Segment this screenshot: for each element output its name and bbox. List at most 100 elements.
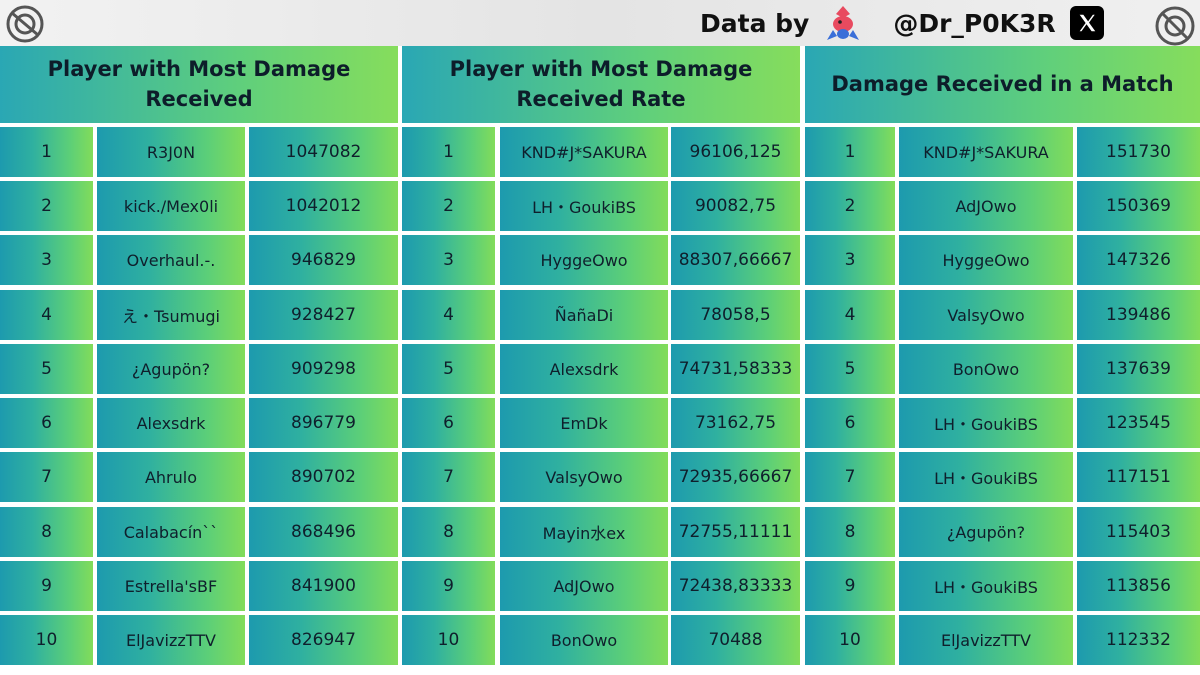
value-cell: 72935,66667 [671,452,800,502]
rank-cell: 8 [0,507,93,557]
value-cell: 72438,83333 [671,561,800,611]
table-damage-in-match: Damage Received in a Match 1 KND#J*SAKURA 1… [805,46,1200,675]
value-cell: 88307,66667 [671,235,800,285]
rank-cell: 2 [805,181,895,231]
rank-cell: 7 [805,452,895,502]
rank-cell: 4 [402,290,495,340]
player-name-cell: ¿Agupön? [97,344,245,394]
player-name-cell: Alexsdrk [97,398,245,448]
value-cell: 112332 [1077,615,1200,665]
rank-cell: 5 [0,344,93,394]
rank-cell: 1 [805,127,895,177]
rank-cell: 1 [402,127,495,177]
player-name-cell: BonOwo [500,615,668,665]
player-name-cell: AdJOwo [500,561,668,611]
player-name-cell: HyggeOwo [500,235,668,285]
disc-logo-icon [6,5,44,43]
player-name-cell: R3J0N [97,127,245,177]
rank-cell: 7 [402,452,495,502]
rank-cell: 4 [805,290,895,340]
rank-cell: 10 [0,615,93,665]
rank-cell: 6 [0,398,93,448]
player-name-cell: kick./Mex0li [97,181,245,231]
value-cell: 113856 [1077,561,1200,611]
rank-cell: 3 [0,235,93,285]
rank-cell: 2 [402,181,495,231]
player-name-cell: ElJavizzTTV [899,615,1073,665]
value-cell: 946829 [249,235,398,285]
rank-cell: 5 [805,344,895,394]
rank-cell: 9 [402,561,495,611]
table-most-damage-received: Player with Most Damage Received 1 R3J0N 10… [0,46,398,675]
player-name-cell: HyggeOwo [899,235,1073,285]
player-name-cell: ValsyOwo [500,452,668,502]
value-cell: 78058,5 [671,290,800,340]
player-name-cell: EmDk [500,398,668,448]
value-cell: 928427 [249,290,398,340]
player-name-cell: Calabacín`` [97,507,245,557]
value-cell: 139486 [1077,290,1200,340]
player-name-cell: ¿Agupön? [899,507,1073,557]
value-cell: 70488 [671,615,800,665]
table-title: Player with Most Damage Received Rate [402,46,800,123]
value-cell: 1042012 [249,181,398,231]
value-cell: 90082,75 [671,181,800,231]
player-name-cell: Estrella'sBF [97,561,245,611]
table-title: Player with Most Damage Received [0,46,398,123]
player-name-cell: KND#J*SAKURA [500,127,668,177]
x-logo-icon [1069,6,1104,40]
player-name-cell: LH・GoukiBS [899,398,1073,448]
player-name-cell: ElJavizzTTV [97,615,245,665]
player-name-cell: ValsyOwo [899,290,1073,340]
table-title: Damage Received in a Match [805,46,1200,123]
rank-cell: 8 [402,507,495,557]
rank-cell: 1 [0,127,93,177]
author-handle: @Dr_P0K3R [893,8,1056,38]
value-cell: 96106,125 [671,127,800,177]
value-cell: 150369 [1077,181,1200,231]
value-cell: 117151 [1077,452,1200,502]
player-name-cell: LH・GoukiBS [899,561,1073,611]
value-cell: 73162,75 [671,398,800,448]
value-cell: 896779 [249,398,398,448]
credit-line: Data by @Dr_P0K3R [700,0,1104,46]
player-name-cell: Mayin水ex [500,507,668,557]
rank-cell: 6 [402,398,495,448]
value-cell: 890702 [249,452,398,502]
value-cell: 147326 [1077,235,1200,285]
rank-cell: 6 [805,398,895,448]
player-name-cell: LH・GoukiBS [500,181,668,231]
value-cell: 1047082 [249,127,398,177]
rank-cell: 7 [0,452,93,502]
data-by-label: Data by [700,8,810,38]
rank-cell: 10 [402,615,495,665]
value-cell: 115403 [1077,507,1200,557]
value-cell: 868496 [249,507,398,557]
player-name-cell: え・Tsumugi [97,290,245,340]
disc-logo-icon [1155,6,1195,46]
value-cell: 137639 [1077,344,1200,394]
player-name-cell: BonOwo [899,344,1073,394]
rank-cell: 9 [805,561,895,611]
rank-cell: 3 [402,235,495,285]
player-name-cell: LH・GoukiBS [899,452,1073,502]
rank-cell: 3 [805,235,895,285]
rank-cell: 5 [402,344,495,394]
rank-cell: 2 [0,181,93,231]
value-cell: 151730 [1077,127,1200,177]
value-cell: 123545 [1077,398,1200,448]
player-name-cell: AdJOwo [899,181,1073,231]
player-name-cell: Ahrulo [97,452,245,502]
rank-cell: 4 [0,290,93,340]
rank-cell: 10 [805,615,895,665]
value-cell: 841900 [249,561,398,611]
value-cell: 74731,58333 [671,344,800,394]
top-bar: Data by @Dr_P0K3R [0,0,1200,46]
rank-cell: 9 [0,561,93,611]
value-cell: 909298 [249,344,398,394]
value-cell: 826947 [249,615,398,665]
value-cell: 72755,11111 [671,507,800,557]
rank-cell: 8 [805,507,895,557]
player-name-cell: Overhaul.-. [97,235,245,285]
porygon-mascot-icon [827,6,860,40]
